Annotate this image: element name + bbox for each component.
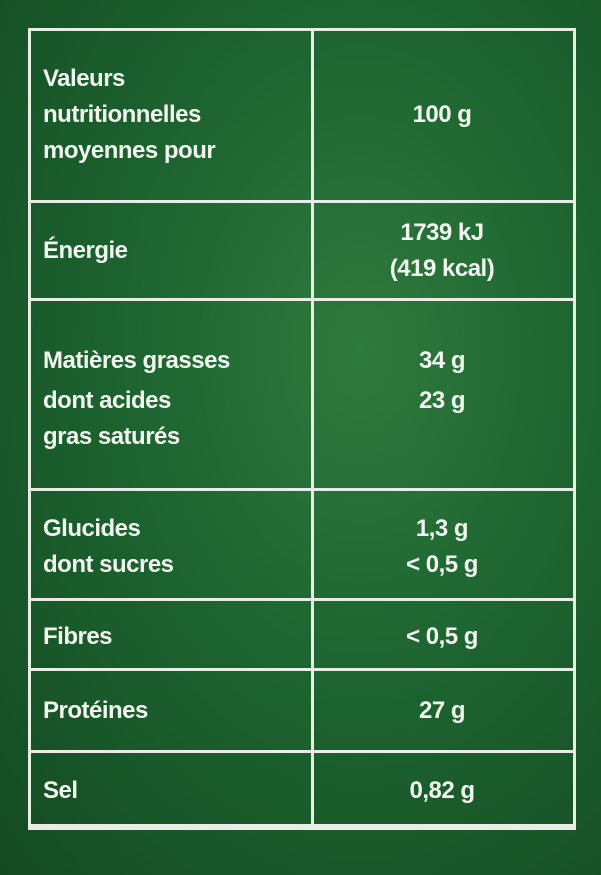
header-value: 100 g (412, 101, 472, 128)
salt-value: 0,82 g (409, 777, 475, 804)
fat-values: 34 g 23 g (321, 343, 563, 419)
header-row: Valeurs nutritionnelles moyennes pour 10… (31, 31, 573, 203)
protein-label: Protéines (43, 697, 148, 724)
carbs-row: Glucides dont sucres 1,3 g < 0,5 g (31, 491, 573, 601)
fat-value: 34 g (418, 347, 466, 374)
protein-row: Protéines 27 g (31, 671, 573, 753)
saturated-label: dont acides (43, 387, 171, 414)
energy-kcal: (419 kcal) (389, 255, 495, 282)
sugars-label: dont sucres (43, 551, 174, 578)
sugars-value: < 0,5 g (406, 551, 478, 578)
fibre-label: Fibres (43, 623, 113, 650)
fibre-value: < 0,5 g (406, 623, 478, 650)
header-line: moyennes pour (43, 137, 216, 164)
salt-label: Sel (43, 777, 78, 804)
carbs-labels: Glucides dont sucres (43, 511, 174, 583)
header-line: nutritionnelles (43, 101, 201, 128)
saturated-value: 23 g (418, 387, 466, 414)
protein-value: 27 g (418, 697, 466, 724)
column-divider (311, 31, 314, 827)
fat-labels: Matières grasses dont acides gras saturé… (43, 343, 230, 455)
saturated-label-cont: gras saturés (43, 423, 180, 450)
energy-values: 1739 kJ (419 kcal) (321, 215, 563, 287)
nutrition-table: Valeurs nutritionnelles moyennes pour 10… (28, 28, 576, 830)
energy-label: Énergie (43, 237, 128, 264)
carbs-value: 1,3 g (415, 515, 469, 542)
energy-row: Énergie 1739 kJ (419 kcal) (31, 203, 573, 301)
carbs-values: 1,3 g < 0,5 g (321, 511, 563, 583)
salt-row: Sel 0,82 g (31, 753, 573, 827)
fat-row: Matières grasses dont acides gras saturé… (31, 301, 573, 491)
fibre-row: Fibres < 0,5 g (31, 601, 573, 671)
fat-label: Matières grasses (43, 347, 230, 374)
header-label: Valeurs nutritionnelles moyennes pour (43, 61, 216, 169)
carbs-label: Glucides (43, 515, 141, 542)
energy-kj: 1739 kJ (400, 219, 484, 246)
header-line: Valeurs (43, 65, 125, 92)
